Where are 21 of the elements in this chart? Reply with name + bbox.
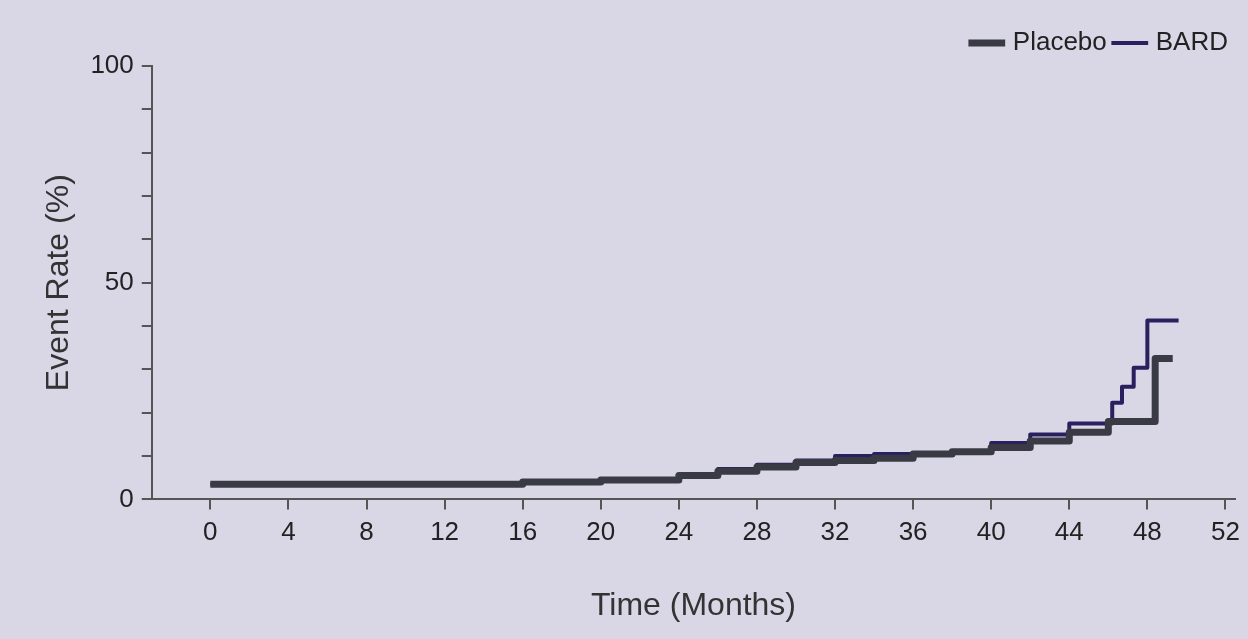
y-tick-label: 100 bbox=[90, 49, 134, 80]
x-tick-label: 0 bbox=[203, 516, 218, 547]
x-tick-label: 8 bbox=[359, 516, 374, 547]
x-tick-label: 28 bbox=[742, 516, 772, 547]
x-tick-label: 32 bbox=[820, 516, 850, 547]
legend-label: BARD bbox=[1155, 26, 1229, 57]
y-axis-title: Event Rate (%) bbox=[39, 174, 76, 392]
x-tick-label: 16 bbox=[508, 516, 538, 547]
legend-label: Placebo bbox=[1012, 26, 1107, 57]
y-tick-label: 50 bbox=[104, 265, 134, 296]
x-tick-label: 24 bbox=[664, 516, 694, 547]
x-axis-title: Time (Months) bbox=[590, 585, 797, 622]
x-tick-label: 4 bbox=[281, 516, 296, 547]
x-tick-label: 20 bbox=[586, 516, 616, 547]
x-tick-label: 44 bbox=[1054, 516, 1084, 547]
x-tick-label: 12 bbox=[430, 516, 460, 547]
x-tick-label: 48 bbox=[1132, 516, 1162, 547]
y-tick-label: 0 bbox=[119, 482, 134, 513]
x-tick-label: 36 bbox=[898, 516, 928, 547]
x-tick-label: 52 bbox=[1210, 516, 1240, 547]
x-tick-label: 40 bbox=[976, 516, 1006, 547]
